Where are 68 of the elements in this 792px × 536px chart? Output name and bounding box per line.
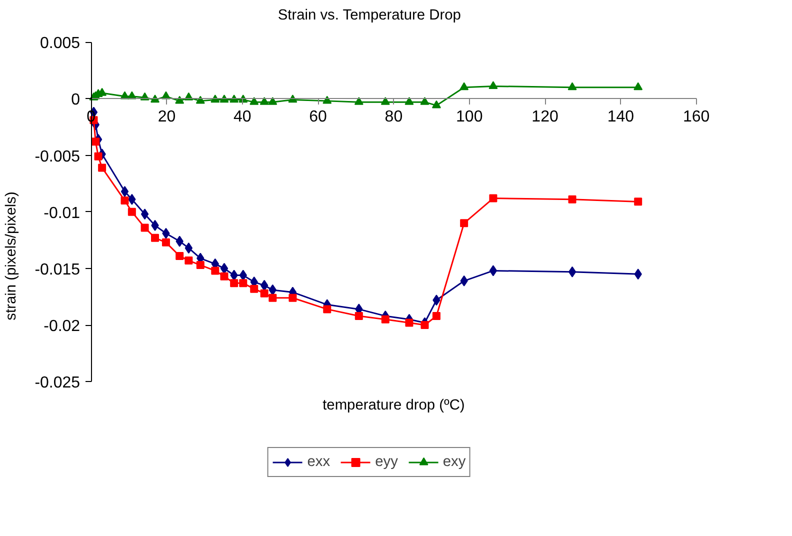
point [404,96,414,105]
point [268,96,278,105]
y-tick-label: -0.015 [34,261,80,278]
x-tick-label: 140 [607,108,634,126]
point [140,224,149,232]
y-tick-label: -0.005 [34,148,80,166]
point [120,186,129,197]
y-tick-label: -0.025 [34,374,80,392]
point [568,195,576,204]
y-tick-label: -0.01 [44,204,80,222]
point [260,96,269,105]
y-tick-label: -0.02 [44,318,80,336]
y-tick-label: 0.005 [40,35,80,52]
x-tick-label: 120 [532,108,558,126]
legend-label: eyy [375,454,398,470]
x-tick-label: 100 [456,108,483,126]
point [354,312,363,320]
point [381,315,390,324]
point [176,252,184,260]
point [380,96,390,105]
point [288,294,297,302]
point [184,256,193,265]
point [420,321,429,330]
point [239,279,248,288]
point [489,194,498,202]
point [92,138,100,146]
point [94,152,102,160]
point [260,289,268,298]
point [184,242,193,254]
point [128,208,136,216]
point [162,238,170,246]
x-tick-label: 160 [682,108,710,126]
point [220,272,228,280]
point [460,82,469,90]
point [98,164,106,172]
x-tick-label: 40 [233,108,252,126]
point [568,82,577,90]
point [151,234,160,242]
point [634,198,642,206]
point [211,266,220,275]
point [250,96,259,105]
point [405,318,414,327]
point [323,305,332,314]
point [268,294,277,302]
point [230,279,238,288]
point [432,312,440,320]
point [489,265,498,276]
y-axis-title: strain (pixels/pixels) [4,192,20,320]
legend-label: exx [307,454,330,470]
point [354,96,364,105]
point [634,82,643,90]
point [196,261,204,270]
x-tick-label: 80 [384,108,403,126]
x-tick-label: 20 [158,108,176,126]
chart-title: Strain vs. Temperature Drop [278,8,461,24]
point [140,208,149,220]
point [420,96,430,105]
point [220,262,228,274]
x-axis-title: temperature drop (ºC) [322,397,465,414]
y-tick-label: 0 [71,92,80,109]
point [568,266,576,278]
point [120,196,129,205]
legend-label: exy [442,454,466,470]
point [460,219,468,228]
point [250,284,258,293]
point [432,100,441,108]
x-tick-label: 60 [309,108,328,126]
point [488,81,498,90]
